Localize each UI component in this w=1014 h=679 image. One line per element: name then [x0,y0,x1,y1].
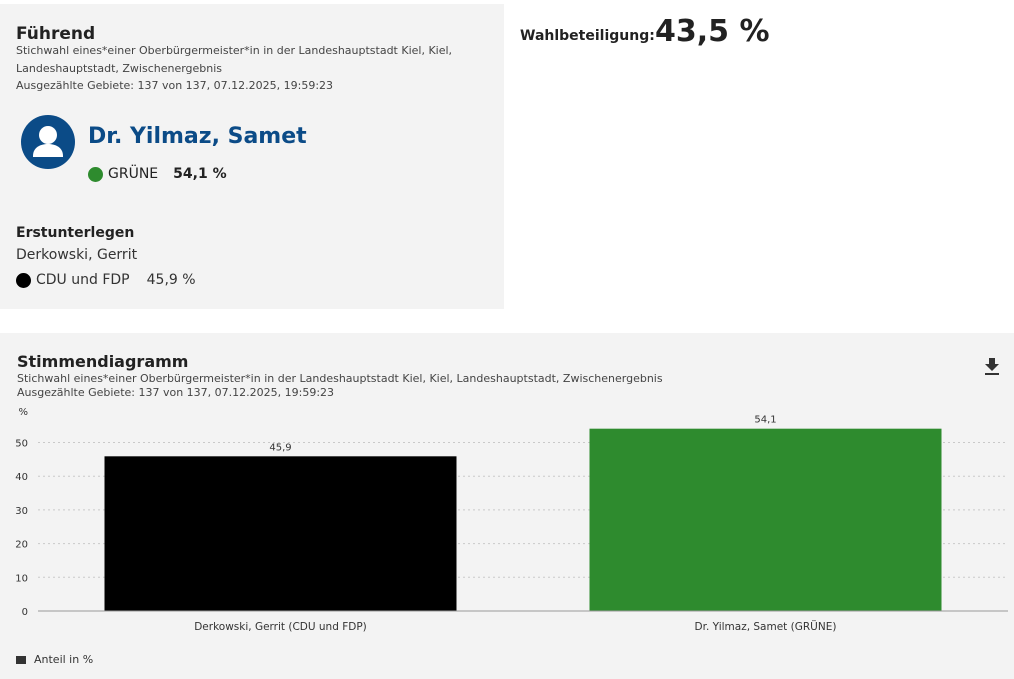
bar-value-label: 45,9 [269,442,291,453]
chart-title: Stimmendiagramm [17,352,189,371]
y-axis-unit: % [18,407,28,418]
winner-name: Dr. Yilmaz, Samet [88,124,307,149]
runnerup-name: Derkowski, Gerrit [16,247,138,263]
legend-swatch [16,655,26,664]
winner-percent: 54,1 % [173,166,227,182]
turnout-label: Wahlbeteiligung: [520,28,655,44]
runnerup-party: CDU und FDP [36,272,130,288]
x-tick-label: Dr. Yilmaz, Samet (GRÜNE) [695,620,837,633]
winner-party: GRÜNE [108,166,159,182]
winner-party-line: GRÜNE 54,1 % [88,166,227,182]
chart-subtitle: Stichwahl eines*einer Oberbürgermeister*… [17,372,663,385]
party-color-dot [16,272,31,288]
leading-panel: Führend Stichwahl eines*einer Oberbürger… [0,4,504,309]
legend-label: Anteil in % [34,653,94,666]
chart-panel: 0 10 20 30 40 50% 45,9 Derkowski, Gerrit (CDU u… [0,333,1014,679]
y-tick-label: 30 [15,506,28,517]
leading-subtitle: Stichwahl eines*einer Oberbürgermeister*… [16,44,453,75]
runnerup-party-line: CDU und FDP 45,9 % [16,272,196,288]
party-color-dot [88,166,103,182]
person-icon [21,115,75,169]
y-tick-label: 50 [15,439,28,450]
leading-heading: Führend [16,24,96,44]
bar [104,456,457,611]
bar [589,428,942,611]
y-tick-label: 20 [15,540,28,551]
y-tick-label: 40 [15,472,28,483]
leading-counted-areas: Ausgezählte Gebiete: 137 von 137, 07.12.… [16,79,334,92]
download-icon[interactable] [983,356,1001,376]
runnerup-percent: 45,9 % [146,272,196,288]
y-tick-label: 10 [15,573,28,584]
runnerup-heading: Erstunterlegen [16,225,135,241]
bar-chart: 0 10 20 30 40 50% 45,9 Derkowski, Gerrit (CDU u… [15,407,1008,633]
x-tick-label: Derkowski, Gerrit (CDU und FDP) [194,621,367,633]
chart-counted-areas: Ausgezählte Gebiete: 137 von 137, 07.12.… [17,386,335,399]
bar-value-label: 54,1 [754,415,776,426]
turnout-value: 43,5 % [655,14,770,49]
chart-legend: Anteil in % [16,653,93,666]
y-tick-label: 0 [22,607,28,618]
